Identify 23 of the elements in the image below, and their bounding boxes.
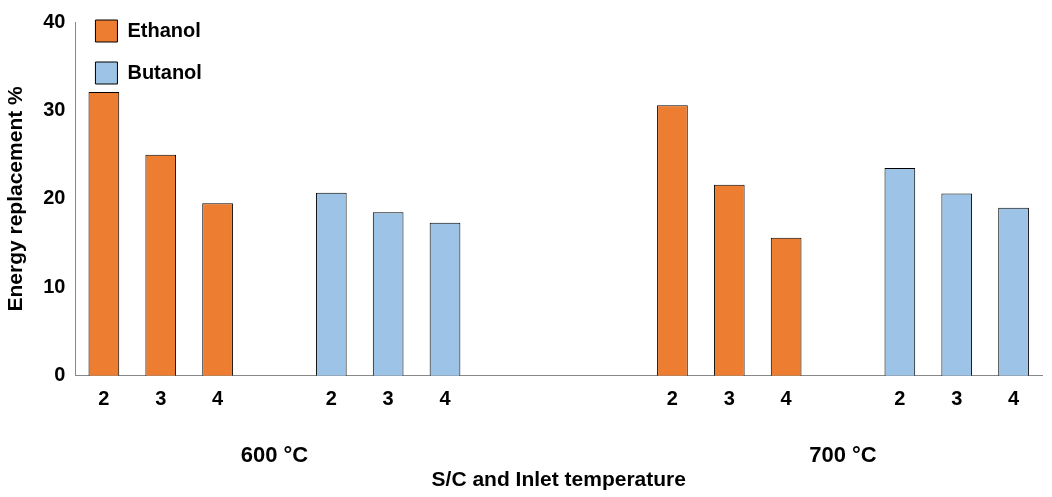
legend-label: Butanol xyxy=(127,60,202,83)
text: 600 °C xyxy=(240,441,309,467)
y-axis-title: Energy replacement % xyxy=(3,85,27,312)
x-tick-label: 3 xyxy=(382,387,394,410)
x-tick-label: 4 xyxy=(1008,387,1021,410)
x-tick-label: 3 xyxy=(723,387,735,410)
y-tick-label: 20 xyxy=(43,186,66,209)
x-axis-title: S/C and Inlet temperature xyxy=(431,467,686,491)
x-tick-label: 3 xyxy=(155,387,167,410)
x-tick-label: 4 xyxy=(780,387,793,410)
x-tick-label: 4 xyxy=(212,387,225,410)
y-tick-label: 10 xyxy=(43,274,66,297)
x-tick-label: 2 xyxy=(98,387,110,410)
x-tick-label: 2 xyxy=(894,387,906,410)
legend-label: Ethanol xyxy=(127,18,201,41)
y-tick-label: 30 xyxy=(43,97,66,120)
x-tick-label: 3 xyxy=(951,387,963,410)
x-tick-label: 2 xyxy=(325,387,337,410)
text: 700 °C xyxy=(809,441,877,467)
x-tick-label: 4 xyxy=(439,387,452,410)
y-tick-label: 0 xyxy=(54,363,66,386)
y-tick-label: 40 xyxy=(43,9,66,32)
x-tick-label: 2 xyxy=(666,387,678,410)
